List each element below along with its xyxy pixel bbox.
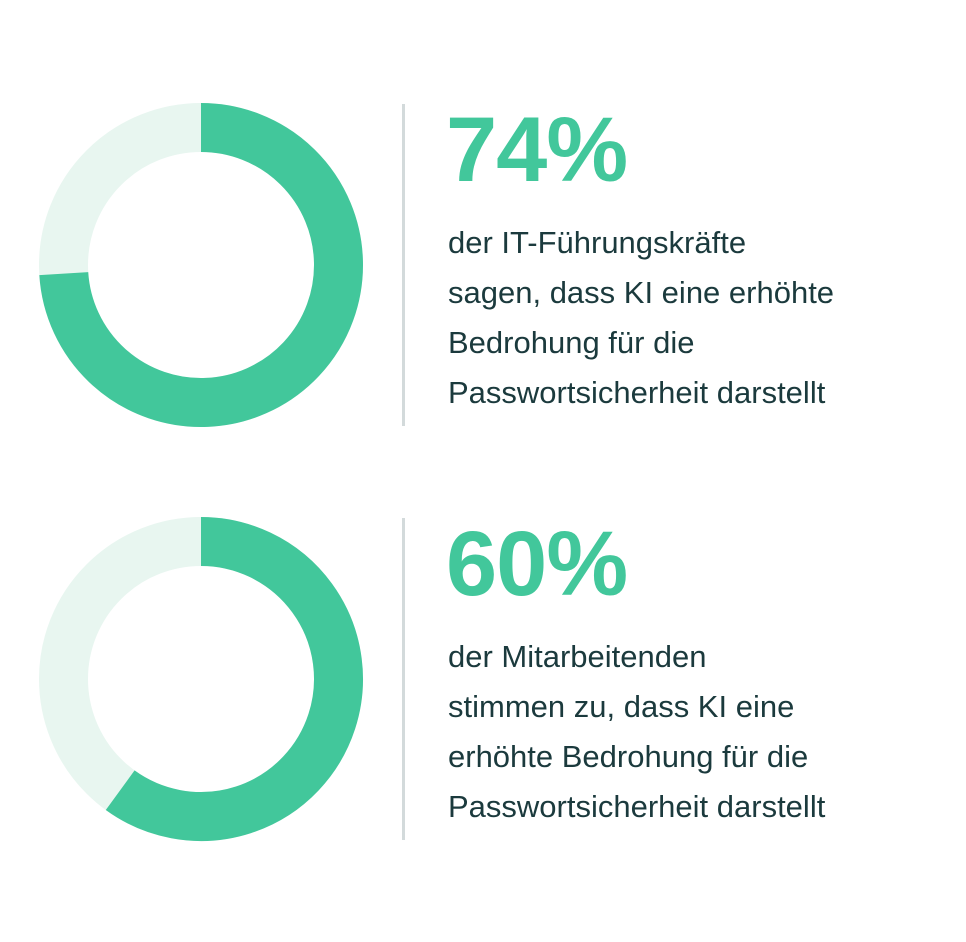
description-1-line-2: sagen, dass KI eine erhöhte bbox=[448, 275, 835, 310]
description-2-line-2: stimmen zu, dass KI eine bbox=[448, 689, 795, 724]
description-2-line-4: Passwortsicherheit darstellt bbox=[448, 789, 826, 824]
stat-block-1: 74% der IT-Führungskräfte sagen, dass KI… bbox=[0, 100, 966, 430]
description-2: der Mitarbeitenden stimmen zu, dass KI e… bbox=[448, 632, 948, 832]
description-2-line-1: der Mitarbeitenden bbox=[448, 639, 707, 674]
percent-value-1: 74% bbox=[446, 99, 628, 201]
donut-chart-1 bbox=[39, 103, 363, 427]
percent-value-2: 60% bbox=[446, 513, 628, 615]
donut-value-arc-2 bbox=[105, 517, 363, 841]
stat-block-2: 60% der Mitarbeitenden stimmen zu, dass … bbox=[0, 514, 966, 844]
description-1-line-1: der IT-Führungskräfte bbox=[448, 225, 747, 260]
description-1-line-4: Passwortsicherheit darstellt bbox=[448, 375, 826, 410]
description-1: der IT-Führungskräfte sagen, dass KI ein… bbox=[448, 218, 948, 418]
donut-value-arc-1 bbox=[39, 103, 363, 427]
divider-2 bbox=[402, 518, 405, 840]
description-2-line-3: erhöhte Bedrohung für die bbox=[448, 739, 809, 774]
divider-1 bbox=[402, 104, 405, 426]
description-1-line-3: Bedrohung für die bbox=[448, 325, 695, 360]
donut-chart-2 bbox=[39, 517, 363, 841]
